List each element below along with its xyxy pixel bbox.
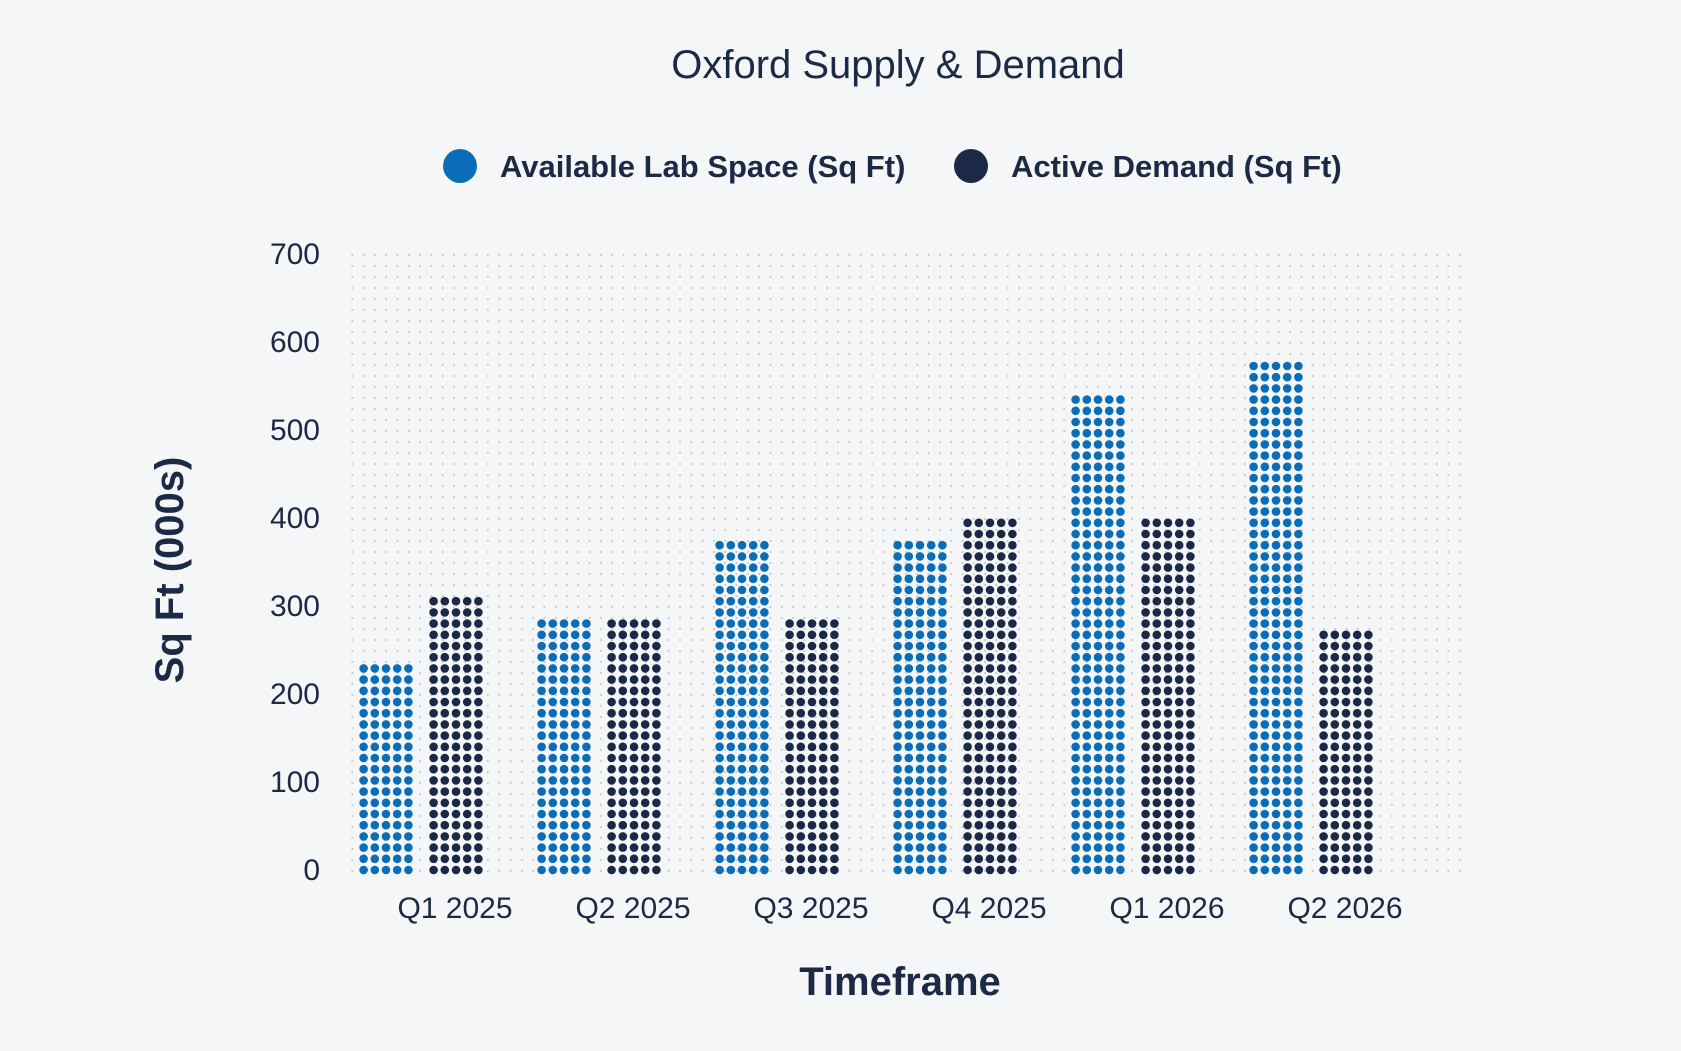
chart-title: Oxford Supply & Demand <box>671 43 1125 87</box>
bar-available-q2-2026[interactable] <box>1249 361 1303 875</box>
legend-item-demand[interactable]: Active Demand (Sq Ft) <box>954 149 1342 184</box>
legend-marker-demand <box>954 149 988 183</box>
bar-demand-q1-2026[interactable] <box>1141 518 1195 875</box>
bar-available-q4-2025[interactable] <box>893 540 947 875</box>
bar-available-q1-2026[interactable] <box>1071 395 1125 875</box>
y-tick-label: 100 <box>270 766 320 799</box>
y-tick-label: 200 <box>270 678 320 711</box>
x-tick-label: Q2 2025 <box>575 892 690 925</box>
x-tick-label: Q1 2025 <box>397 892 512 925</box>
bar-demand-q3-2025[interactable] <box>785 619 839 875</box>
bar-available-q1-2025[interactable] <box>359 664 413 875</box>
x-tick-label: Q2 2026 <box>1287 892 1402 925</box>
bar-available-q2-2025[interactable] <box>537 619 591 875</box>
y-tick-label: 600 <box>270 326 320 359</box>
y-axis-title: Sq Ft (000s) <box>148 457 192 684</box>
y-tick-label: 300 <box>270 590 320 623</box>
bar-demand-q2-2025[interactable] <box>607 619 661 875</box>
legend-item-available[interactable]: Available Lab Space (Sq Ft) <box>443 149 905 184</box>
bar-demand-q1-2025[interactable] <box>429 596 483 875</box>
x-tick-label: Q3 2025 <box>753 892 868 925</box>
x-axis-ticks: Q1 2025 Q2 2025 Q3 2025 Q4 2025 Q1 2026 Q2 20… <box>397 892 1402 925</box>
legend-marker-available <box>443 149 477 183</box>
bar-demand-q2-2026[interactable] <box>1319 630 1373 875</box>
y-tick-label: 700 <box>270 238 320 271</box>
x-tick-label: Q4 2025 <box>931 892 1046 925</box>
legend-label-demand: Active Demand (Sq Ft) <box>1011 149 1342 184</box>
bar-available-q3-2025[interactable] <box>715 540 769 875</box>
y-tick-label: 500 <box>270 414 320 447</box>
bars <box>359 361 1373 875</box>
x-axis-title: Timeframe <box>799 960 1001 1004</box>
y-axis-ticks: 0 100 200 300 400 500 600 700 <box>270 238 320 887</box>
legend: Available Lab Space (Sq Ft) Active Deman… <box>443 149 1342 184</box>
x-tick-label: Q1 2026 <box>1109 892 1224 925</box>
y-tick-label: 0 <box>303 854 320 887</box>
y-tick-label: 400 <box>270 502 320 535</box>
legend-label-available: Available Lab Space (Sq Ft) <box>500 149 905 184</box>
bar-demand-q4-2025[interactable] <box>963 518 1017 875</box>
